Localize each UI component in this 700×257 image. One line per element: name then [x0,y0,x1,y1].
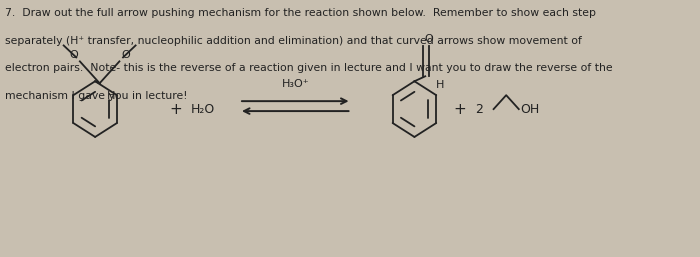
Text: H₃O⁺: H₃O⁺ [281,79,309,89]
Text: OH: OH [521,103,540,116]
Text: H: H [436,80,445,90]
Text: 7.  Draw out the full arrow pushing mechanism for the reaction shown below.  Rem: 7. Draw out the full arrow pushing mecha… [5,8,596,18]
Text: electron pairs.  Note- this is the reverse of a reaction given in lecture and I : electron pairs. Note- this is the revers… [5,63,612,73]
Text: +: + [453,102,466,117]
Text: O: O [121,50,130,60]
Text: 2: 2 [475,103,483,116]
Text: +: + [169,102,183,117]
Text: O: O [69,50,78,60]
Text: O: O [424,34,433,44]
Text: separately (H⁺ transfer, nucleophilic addition and elimination) and that curved : separately (H⁺ transfer, nucleophilic ad… [5,35,582,45]
Text: H₂O: H₂O [191,103,215,116]
Text: mechanism I gave you in lecture!: mechanism I gave you in lecture! [5,91,188,101]
Text: H: H [107,91,116,101]
